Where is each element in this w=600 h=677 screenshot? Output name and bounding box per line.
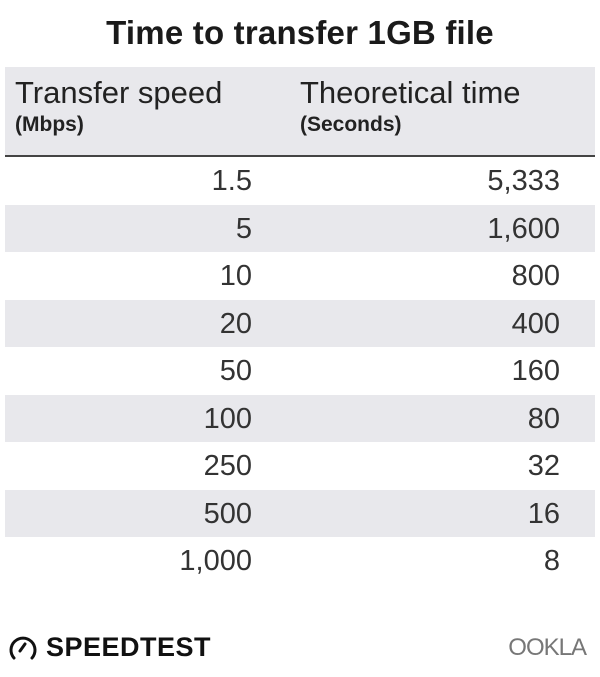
- cell-speed: 250: [203, 450, 252, 482]
- chart-title: Time to transfer 1GB file: [106, 14, 494, 51]
- data-table: Transfer speed (Mbps) Theoretical time (…: [5, 67, 595, 585]
- cell-time: 1,600: [487, 212, 560, 245]
- cell-time: 16: [527, 497, 560, 530]
- cell-time: 8: [543, 545, 560, 577]
- header-transfer-speed: Transfer speed (Mbps): [15, 75, 222, 137]
- table-row: 1,000 8: [5, 537, 595, 585]
- table-row: 50 160: [5, 347, 595, 395]
- cell-speed: 20: [219, 307, 252, 340]
- table-row: 100 80: [5, 394, 595, 442]
- header-unit: (Mbps): [15, 113, 84, 136]
- header-unit: (Seconds): [300, 113, 402, 136]
- cell-time: 160: [511, 355, 560, 387]
- cell-time: 80: [527, 402, 560, 435]
- table-header: Transfer speed (Mbps) Theoretical time (…: [5, 67, 595, 157]
- table-row: 500 16: [5, 489, 595, 537]
- header-theoretical-time: Theoretical time (Seconds): [300, 75, 521, 137]
- cell-time: 5,333: [487, 165, 560, 197]
- table-body: 1.5 5,333 5 1,600 10 800 20 400 50 160 100 80 250 32 5…: [5, 157, 595, 585]
- speedometer-icon: [9, 636, 37, 659]
- header-label: Theoretical time: [300, 75, 521, 110]
- table-row: 5 1,600: [5, 204, 595, 252]
- cell-speed: 100: [203, 402, 252, 435]
- cell-speed: 10: [219, 260, 252, 292]
- cell-speed: 50: [219, 355, 252, 387]
- cell-speed: 5: [235, 212, 252, 245]
- cell-time: 32: [527, 450, 560, 482]
- header-label: Transfer speed: [15, 75, 223, 110]
- cell-time: 800: [511, 260, 560, 292]
- cell-time: 400: [511, 307, 560, 340]
- table-row: 1.5 5,333: [5, 157, 595, 205]
- cell-speed: 1,000: [179, 545, 252, 577]
- speedtest-wordmark: SPEEDTEST: [46, 632, 212, 662]
- ookla-logo: OOKLA: [508, 634, 587, 661]
- table-row: 10 800: [5, 252, 595, 300]
- speedtest-logo: SPEEDTEST: [8, 632, 211, 663]
- table-row: 20 400: [5, 299, 595, 347]
- cell-speed: 500: [203, 497, 252, 530]
- cell-speed: 1.5: [211, 165, 252, 197]
- table-row: 250 32: [5, 442, 595, 490]
